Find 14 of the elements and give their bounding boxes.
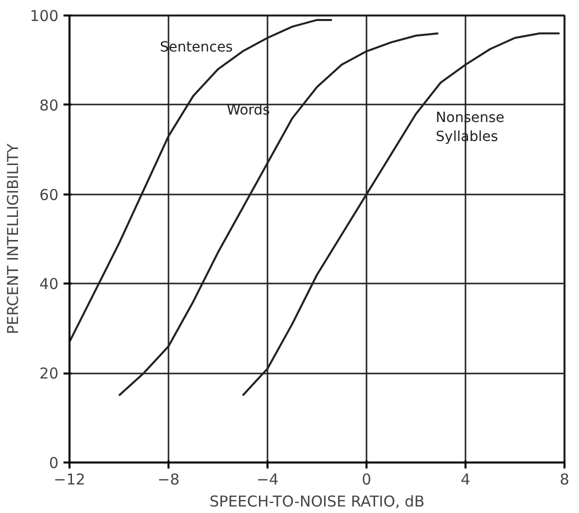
y-tick-label: 0 <box>48 454 59 472</box>
x-tick-label: 4 <box>460 470 470 488</box>
y-tick-label: 100 <box>30 7 59 25</box>
x-axis-title: SPEECH-TO-NOISE RATIO, dB <box>210 492 424 510</box>
x-tick-label: 0 <box>362 470 372 488</box>
y-tick-label: 40 <box>39 275 59 294</box>
x-tick-label: 8 <box>560 470 570 488</box>
y-tick-label: 60 <box>39 186 59 204</box>
y-tick-label: 80 <box>39 96 59 114</box>
x-tick-label: −12 <box>54 470 86 488</box>
x-tick-label: −4 <box>256 470 279 488</box>
x-tick-label: −8 <box>157 470 180 488</box>
y-axis-title: PERCENT INTELLIGIBILITY <box>4 142 22 334</box>
y-tick-label: 20 <box>39 364 59 383</box>
